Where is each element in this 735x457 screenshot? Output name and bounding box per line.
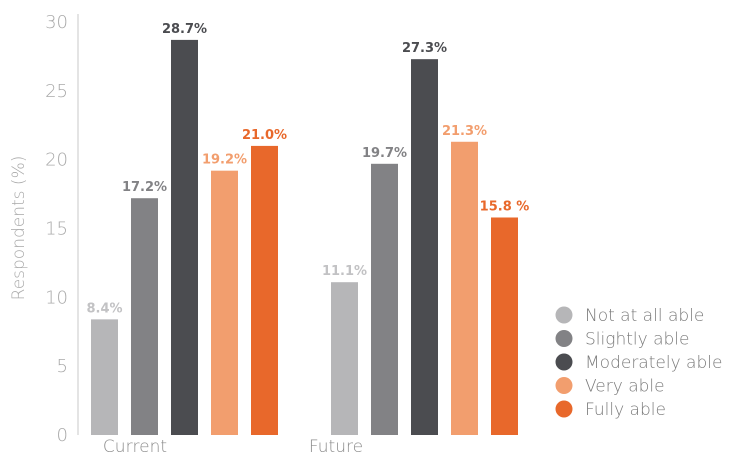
bar (171, 39, 198, 435)
data-labels-group: 8.4% 17.2% 28.7% 19.2% 21.0% 11.1% 19.7% 27.3% 2… (86, 22, 529, 316)
x-category-label: Current (103, 437, 167, 457)
bar (491, 217, 518, 435)
bar-data-label: 8.4% (86, 301, 122, 316)
bar (251, 145, 278, 435)
bar (451, 141, 478, 435)
y-axis-title: Respondents (%) (9, 156, 29, 301)
bar-data-label: 21.0% (242, 128, 287, 143)
axes-group: 0 5 10 15 20 25 30 Respondents (%) Current Future (9, 12, 363, 457)
bar-data-label: 28.7% (162, 22, 207, 37)
x-category-label: Future (309, 437, 363, 457)
y-tick-label: 15 (45, 219, 68, 240)
bar-data-label: 19.2% (202, 153, 247, 168)
bar (91, 319, 118, 435)
bar-data-label: 27.3% (402, 41, 447, 56)
bar (411, 59, 438, 436)
bar-data-label: 15.8 % (480, 199, 530, 214)
bar (331, 282, 358, 435)
y-tick-label: 5 (57, 356, 68, 377)
legend-label: Slightly able (585, 330, 689, 350)
legend-label: Fully able (585, 400, 666, 420)
legend-label: Moderately able (585, 353, 722, 373)
legend: Not at all able Slightly able Moderately a… (555, 306, 722, 420)
y-tick-label: 25 (45, 81, 68, 102)
bar-data-label: 21.3% (442, 124, 487, 139)
y-tick-label: 30 (45, 12, 68, 33)
bar (211, 170, 238, 435)
y-tick-label: 0 (57, 425, 68, 446)
bar (371, 163, 398, 435)
legend-label: Very able (585, 377, 665, 397)
legend-swatch (555, 330, 573, 347)
legend-swatch (555, 353, 573, 371)
bar-data-label: 11.1% (322, 264, 367, 279)
bar (131, 198, 158, 435)
bar-data-label: 19.7% (362, 146, 407, 161)
legend-label: Not at all able (585, 306, 704, 326)
legend-swatch (555, 400, 573, 418)
y-tick-label: 10 (45, 287, 68, 308)
legend-swatch (555, 377, 573, 394)
legend-swatch (555, 306, 573, 324)
bar-data-label: 17.2% (122, 180, 167, 195)
y-tick-label: 20 (45, 150, 68, 171)
bars-group (91, 39, 518, 436)
